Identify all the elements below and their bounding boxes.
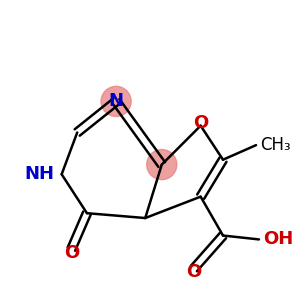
Text: OH: OH [263, 230, 293, 248]
Circle shape [101, 86, 131, 116]
Text: O: O [186, 263, 202, 281]
Text: N: N [109, 92, 124, 110]
Text: O: O [193, 114, 208, 132]
Text: O: O [64, 244, 79, 262]
Text: CH₃: CH₃ [260, 136, 291, 154]
Circle shape [147, 149, 177, 180]
Text: NH: NH [25, 165, 55, 183]
